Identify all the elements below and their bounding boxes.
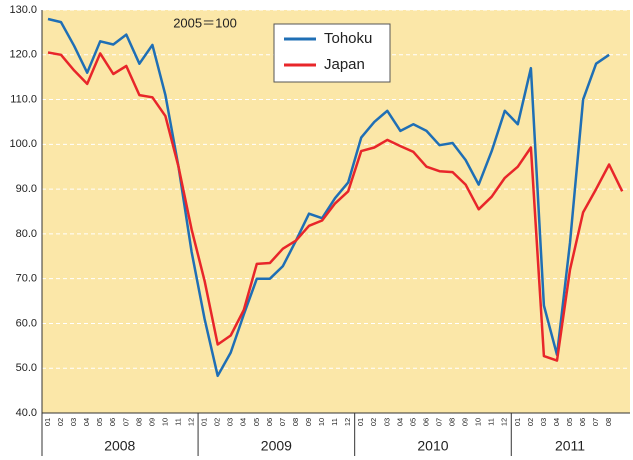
year-label: 2008 xyxy=(104,438,135,454)
y-tick-label: 40.0 xyxy=(16,407,37,419)
x-tick-label: 11 xyxy=(173,418,182,426)
x-tick-label: 02 xyxy=(369,418,378,426)
annotation: 2005＝100 xyxy=(173,15,237,30)
x-tick-label: 05 xyxy=(95,418,104,426)
x-tick-label: 04 xyxy=(82,418,91,426)
x-tick-label: 07 xyxy=(434,418,443,426)
x-tick-label: 07 xyxy=(121,418,130,426)
x-tick-label: 03 xyxy=(539,418,548,426)
x-tick-label: 08 xyxy=(604,418,613,426)
year-label: 2009 xyxy=(261,438,292,454)
y-tick-label: 50.0 xyxy=(16,362,37,374)
x-tick-label: 05 xyxy=(252,418,261,426)
x-tick-label: 02 xyxy=(213,418,222,426)
x-tick-label: 01 xyxy=(200,418,209,426)
x-tick-label: 10 xyxy=(317,418,326,426)
x-tick-label: 03 xyxy=(382,418,391,426)
x-tick-label: 03 xyxy=(69,418,78,426)
legend-label: Japan xyxy=(324,56,365,73)
y-tick-label: 80.0 xyxy=(16,228,37,240)
x-tick-label: 11 xyxy=(487,418,496,426)
x-tick-label: 04 xyxy=(552,418,561,426)
series-line xyxy=(47,17,610,378)
x-tick-label: 06 xyxy=(578,418,587,426)
x-tick-label: 06 xyxy=(265,418,274,426)
legend-label: Tohoku xyxy=(324,30,372,47)
y-tick-label: 110.0 xyxy=(10,93,37,105)
x-tick-label: 09 xyxy=(304,418,313,426)
y-tick-label: 60.0 xyxy=(16,317,37,329)
x-tick-label: 12 xyxy=(343,418,352,426)
x-tick-label: 09 xyxy=(147,418,156,426)
x-tick-label: 06 xyxy=(421,418,430,426)
x-tick-label: 04 xyxy=(239,418,248,426)
x-tick-label: 01 xyxy=(43,418,52,426)
y-tick-label: 120.0 xyxy=(9,49,37,61)
x-tick-label: 02 xyxy=(56,418,65,426)
year-label: 2011 xyxy=(555,438,585,454)
x-tick-label: 03 xyxy=(226,418,235,426)
x-tick-label: 10 xyxy=(474,418,483,426)
x-tick-label: 12 xyxy=(187,418,196,426)
year-label: 2010 xyxy=(417,438,448,454)
legend-box xyxy=(273,23,391,83)
y-tick-label: 100.0 xyxy=(9,138,37,150)
x-tick-label: 10 xyxy=(160,418,169,426)
y-tick-label: 90.0 xyxy=(16,183,37,195)
x-tick-label: 04 xyxy=(395,418,404,426)
x-tick-label: 08 xyxy=(448,418,457,426)
x-tick-label: 06 xyxy=(108,418,117,426)
x-tick-label: 11 xyxy=(330,418,339,426)
x-tick-label: 02 xyxy=(526,418,535,426)
y-tick-label: 130.0 xyxy=(9,4,37,16)
x-tick-label: 07 xyxy=(591,418,600,426)
x-tick-label: 01 xyxy=(356,418,365,426)
y-tick-label: 70.0 xyxy=(16,273,37,285)
x-tick-label: 08 xyxy=(134,418,143,426)
x-tick-label: 07 xyxy=(278,418,287,426)
x-tick-label: 09 xyxy=(461,418,470,426)
series-line xyxy=(47,51,624,362)
x-tick-label: 12 xyxy=(500,418,509,426)
x-tick-label: 05 xyxy=(565,418,574,426)
x-tick-label: 08 xyxy=(291,418,300,426)
x-tick-label: 05 xyxy=(408,418,417,426)
x-tick-label: 01 xyxy=(513,418,522,426)
